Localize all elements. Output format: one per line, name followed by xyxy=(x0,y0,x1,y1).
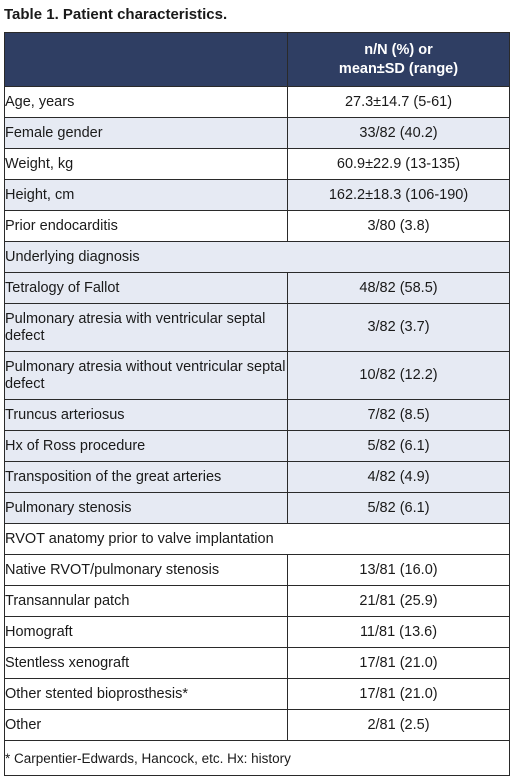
row-value: 33/82 (40.2) xyxy=(287,117,510,149)
row-label: Homograft xyxy=(4,616,288,648)
table-row: Other stented bioprosthesis* 17/81 (21.0) xyxy=(4,678,510,710)
row-label: Pulmonary atresia without ventricular se… xyxy=(4,351,288,400)
patient-characteristics-table: n/N (%) or mean±SD (range) Age, years 27.… xyxy=(4,32,510,776)
table-row: Native RVOT/pulmonary stenosis 13/81 (16.… xyxy=(4,554,510,586)
row-label: Other xyxy=(4,709,288,741)
row-label: Height, cm xyxy=(4,179,288,211)
row-value: 5/82 (6.1) xyxy=(287,492,510,524)
table-row: Pulmonary atresia with ventricular septa… xyxy=(4,303,510,352)
section-header-row: RVOT anatomy prior to valve implantation xyxy=(4,523,510,555)
table-body: Age, years 27.3±14.7 (5-61) Female gender 3… xyxy=(4,86,510,741)
row-value: 48/82 (58.5) xyxy=(287,272,510,304)
row-label: Age, years xyxy=(4,86,288,118)
row-label: Prior endocarditis xyxy=(4,210,288,242)
table-row: Height, cm 162.2±18.3 (106-190) xyxy=(4,179,510,211)
row-value: 17/81 (21.0) xyxy=(287,647,510,679)
table-row: Homograft 11/81 (13.6) xyxy=(4,616,510,648)
header-label-cell xyxy=(4,32,288,87)
row-label: Native RVOT/pulmonary stenosis xyxy=(4,554,288,586)
table-row: Weight, kg 60.9±22.9 (13-135) xyxy=(4,148,510,180)
table-row: Stentless xenograft 17/81 (21.0) xyxy=(4,647,510,679)
table-row: Pulmonary stenosis 5/82 (6.1) xyxy=(4,492,510,524)
table-row: Tetralogy of Fallot 48/82 (58.5) xyxy=(4,272,510,304)
table-row: Other 2/81 (2.5) xyxy=(4,709,510,741)
row-value: 2/81 (2.5) xyxy=(287,709,510,741)
row-label: Stentless xenograft xyxy=(4,647,288,679)
row-label: Other stented bioprosthesis* xyxy=(4,678,288,710)
row-label: Pulmonary stenosis xyxy=(4,492,288,524)
header-value-line1: n/N (%) or xyxy=(364,41,433,58)
row-label: Weight, kg xyxy=(4,148,288,180)
row-label: Female gender xyxy=(4,117,288,149)
table-row: Female gender 33/82 (40.2) xyxy=(4,117,510,149)
header-value-line2: mean±SD (range) xyxy=(338,60,459,77)
row-value: 11/81 (13.6) xyxy=(287,616,510,648)
table-row: Prior endocarditis 3/80 (3.8) xyxy=(4,210,510,242)
row-label: Pulmonary atresia with ventricular septa… xyxy=(4,303,288,352)
row-value: 10/82 (12.2) xyxy=(287,351,510,400)
row-value: 21/81 (25.9) xyxy=(287,585,510,617)
table-row: Age, years 27.3±14.7 (5-61) xyxy=(4,86,510,118)
table-row: Hx of Ross procedure 5/82 (6.1) xyxy=(4,430,510,462)
section-label: Underlying diagnosis xyxy=(4,241,510,273)
row-label: Transannular patch xyxy=(4,585,288,617)
row-label: Transposition of the great arteries xyxy=(4,461,288,493)
row-value: 60.9±22.9 (13-135) xyxy=(287,148,510,180)
table-header-row: n/N (%) or mean±SD (range) xyxy=(4,32,510,87)
table-row: Truncus arteriosus 7/82 (8.5) xyxy=(4,399,510,431)
section-label: RVOT anatomy prior to valve implantation xyxy=(4,523,510,555)
row-value: 27.3±14.7 (5-61) xyxy=(287,86,510,118)
table-row: Pulmonary atresia without ventricular se… xyxy=(4,351,510,400)
row-value: 3/80 (3.8) xyxy=(287,210,510,242)
row-value: 17/81 (21.0) xyxy=(287,678,510,710)
row-label: Tetralogy of Fallot xyxy=(4,272,288,304)
row-label: Hx of Ross procedure xyxy=(4,430,288,462)
row-value: 162.2±18.3 (106-190) xyxy=(287,179,510,211)
table-row: Transposition of the great arteries 4/82 … xyxy=(4,461,510,493)
table-row: Transannular patch 21/81 (25.9) xyxy=(4,585,510,617)
row-value: 3/82 (3.7) xyxy=(287,303,510,352)
row-value: 7/82 (8.5) xyxy=(287,399,510,431)
section-header-row: Underlying diagnosis xyxy=(4,241,510,273)
footnote-row: * Carpentier-Edwards, Hancock, etc. Hx: … xyxy=(4,740,510,776)
table-title: Table 1. Patient characteristics. xyxy=(4,6,228,23)
row-value: 13/81 (16.0) xyxy=(287,554,510,586)
footnote: * Carpentier-Edwards, Hancock, etc. Hx: … xyxy=(4,740,510,776)
header-value-cell: n/N (%) or mean±SD (range) xyxy=(287,32,510,87)
row-value: 5/82 (6.1) xyxy=(287,430,510,462)
row-label: Truncus arteriosus xyxy=(4,399,288,431)
row-value: 4/82 (4.9) xyxy=(287,461,510,493)
